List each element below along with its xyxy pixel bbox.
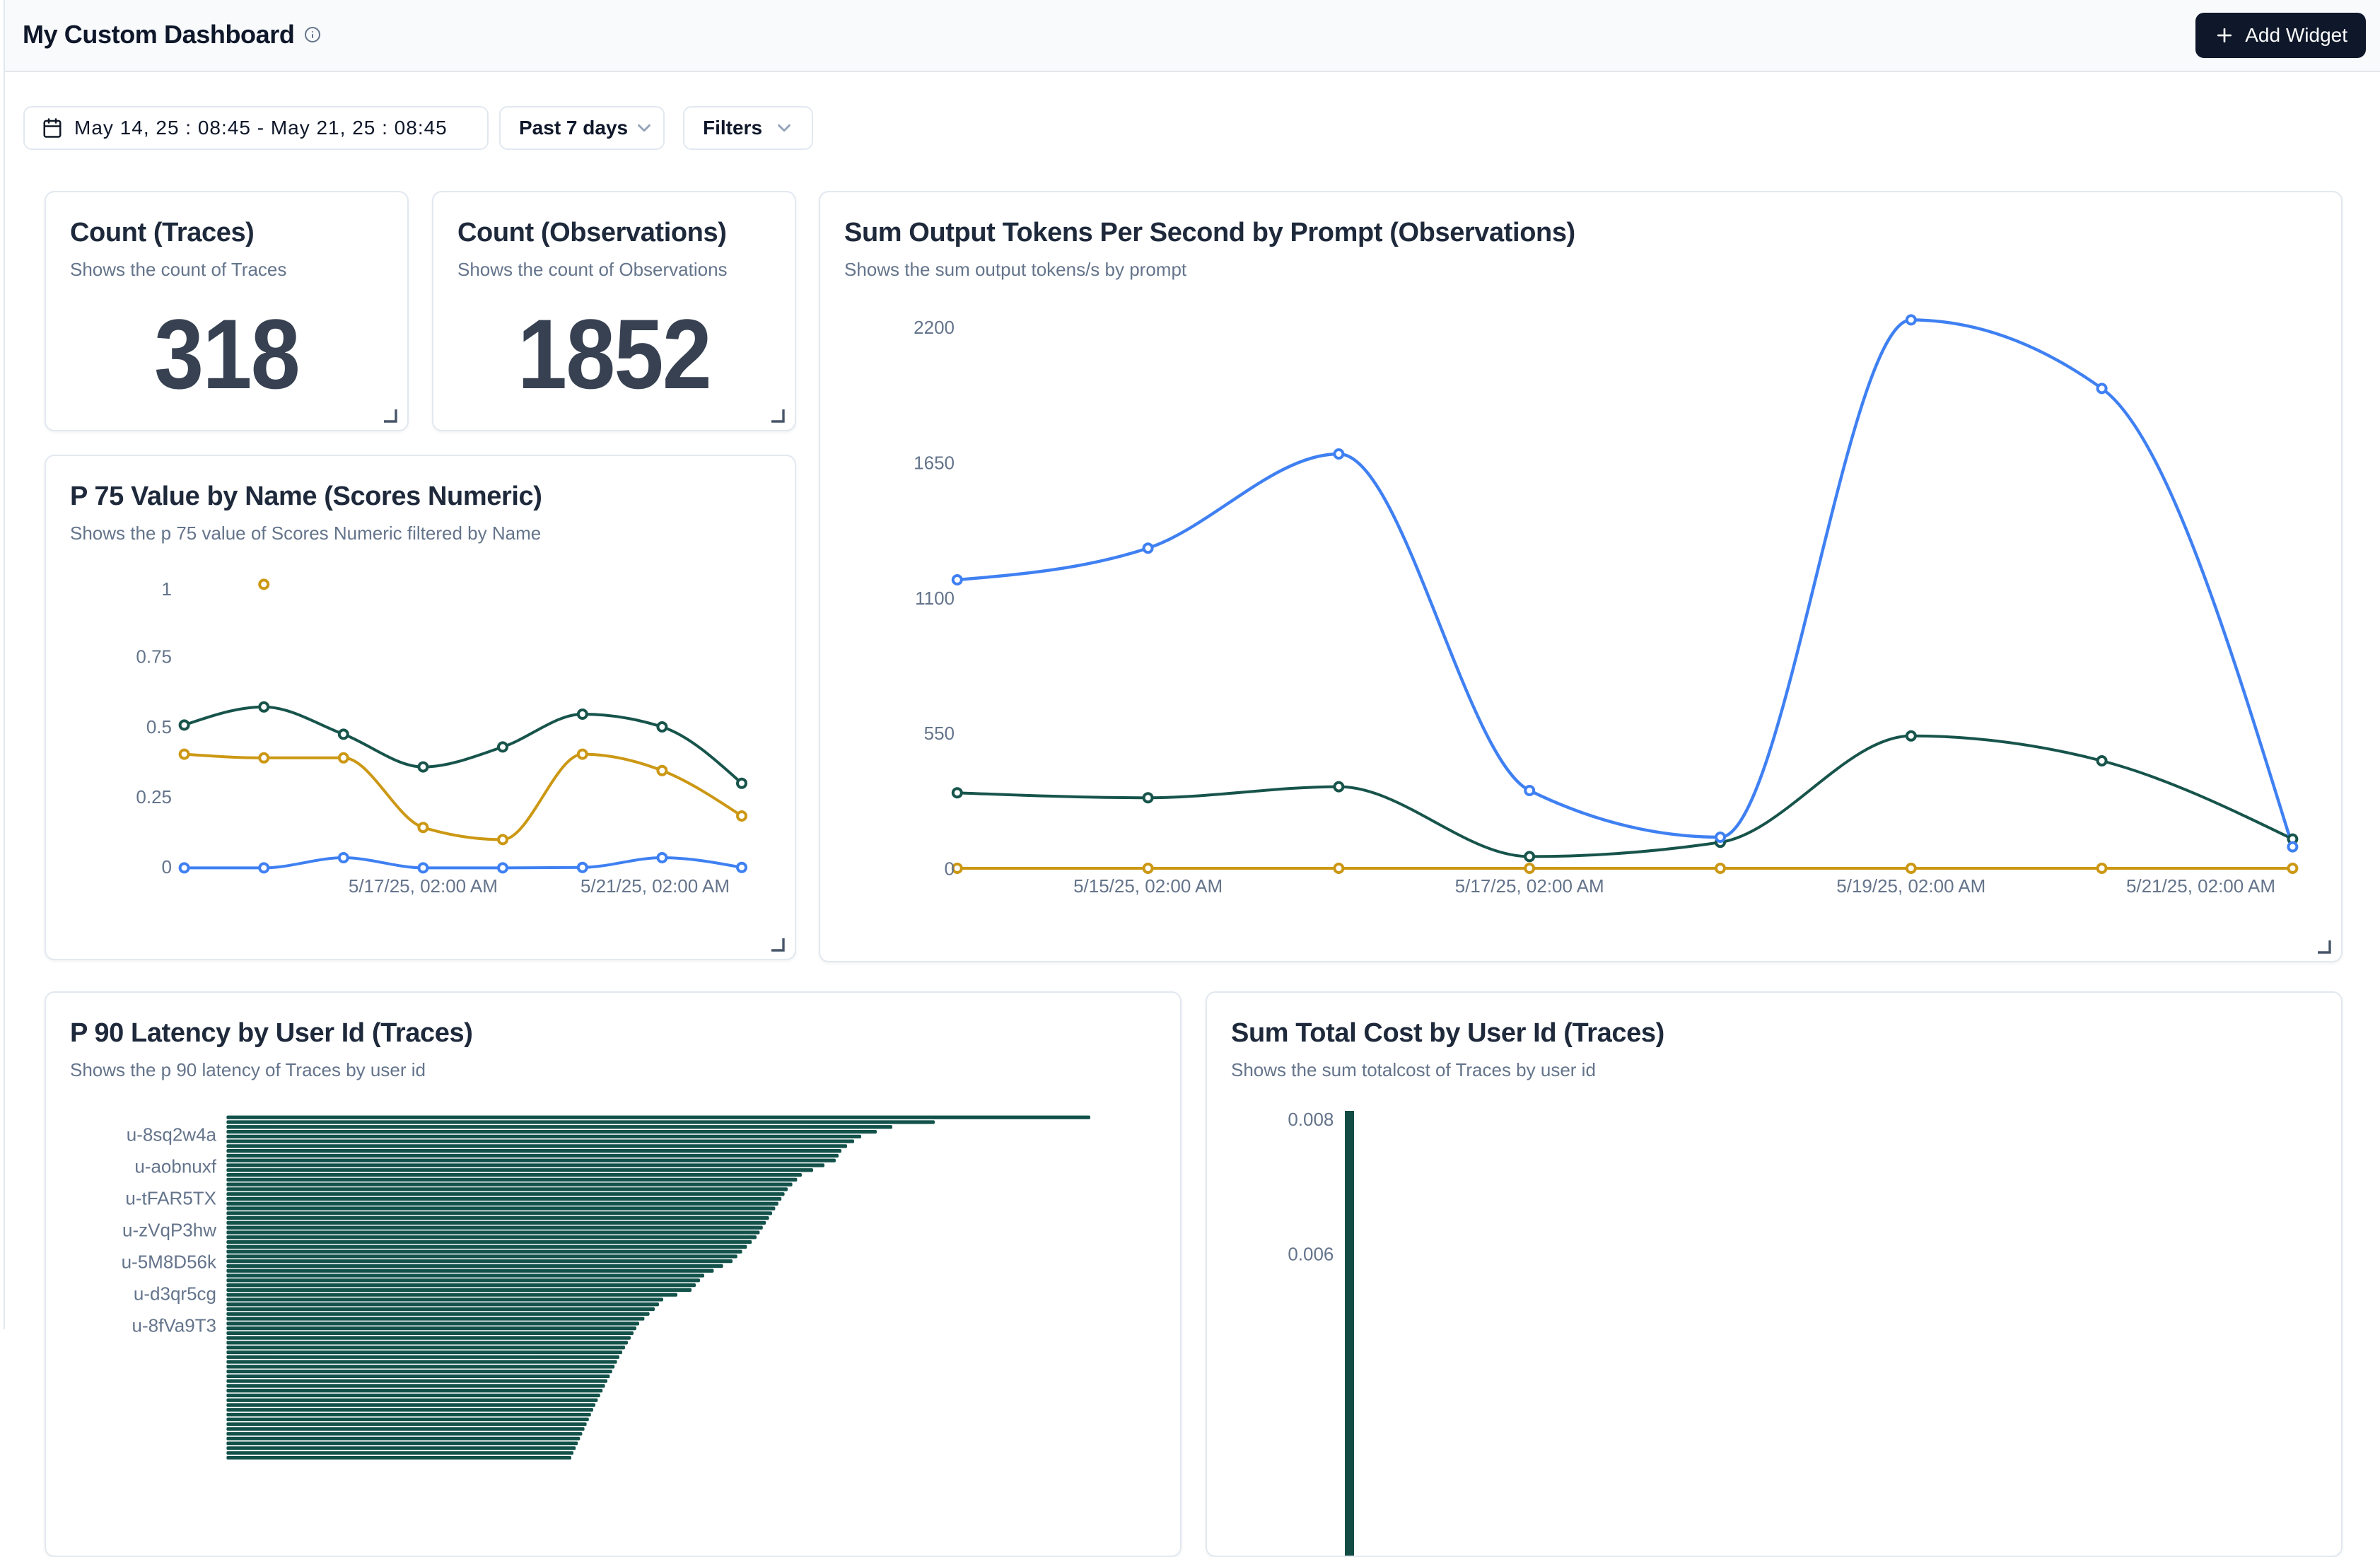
svg-text:1100: 1100 (915, 588, 955, 609)
svg-text:0.75: 0.75 (136, 646, 172, 667)
svg-text:0.008: 0.008 (1288, 1109, 1334, 1130)
svg-text:u-aobnuxf: u-aobnuxf (134, 1156, 216, 1177)
svg-text:1: 1 (162, 578, 172, 600)
svg-text:5/17/25, 02:00 AM: 5/17/25, 02:00 AM (1455, 875, 1604, 897)
svg-text:u-8sq2w4a: u-8sq2w4a (127, 1124, 217, 1145)
svg-text:u-zVqP3hw: u-zVqP3hw (122, 1220, 216, 1241)
svg-text:550: 550 (924, 723, 955, 744)
svg-text:2200: 2200 (914, 317, 955, 338)
svg-text:0: 0 (945, 858, 955, 879)
svg-text:u-8fVa9T3: u-8fVa9T3 (132, 1315, 216, 1336)
svg-text:5/19/25, 02:00 AM: 5/19/25, 02:00 AM (1836, 875, 1985, 897)
svg-text:5/15/25, 02:00 AM: 5/15/25, 02:00 AM (1073, 875, 1223, 897)
svg-text:u-5M8D56k: u-5M8D56k (122, 1252, 217, 1273)
svg-text:0: 0 (162, 856, 172, 877)
svg-text:u-tFAR5TX: u-tFAR5TX (125, 1188, 216, 1209)
svg-text:5/21/25, 02:00 AM: 5/21/25, 02:00 AM (2126, 875, 2275, 897)
svg-text:5/17/25, 02:00 AM: 5/17/25, 02:00 AM (349, 875, 498, 897)
svg-text:0.5: 0.5 (146, 716, 172, 737)
svg-text:5/21/25, 02:00 AM: 5/21/25, 02:00 AM (581, 875, 730, 897)
svg-text:u-d3qr5cg: u-d3qr5cg (134, 1283, 216, 1305)
svg-text:0.006: 0.006 (1288, 1244, 1334, 1265)
svg-text:0.25: 0.25 (136, 786, 172, 807)
svg-text:1650: 1650 (914, 453, 955, 474)
